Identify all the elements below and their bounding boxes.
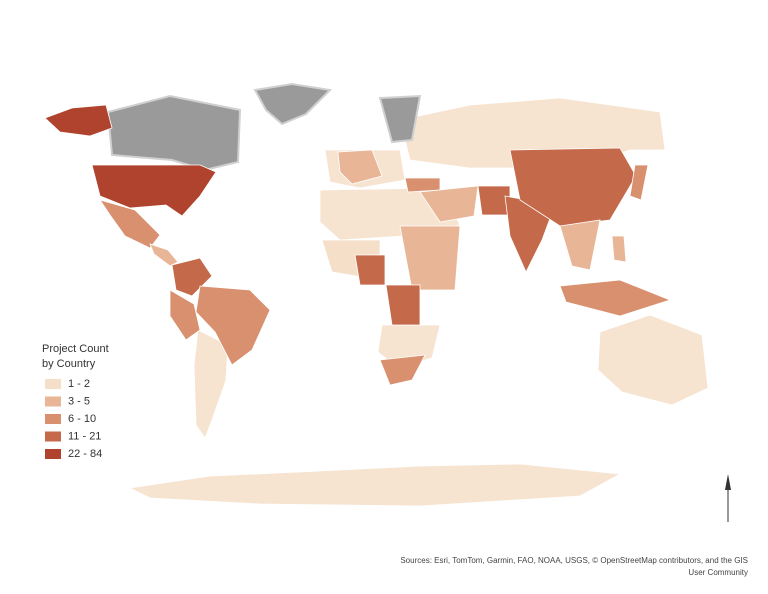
china [509,147,637,227]
no-data-areas [106,82,422,172]
middle-east [419,185,479,223]
brazil [195,285,271,366]
classified-countries [44,104,672,386]
legend-label: 22 - 84 [68,448,102,460]
southeast-asia [559,219,601,271]
legend-swatch [45,449,61,459]
legend-swatch [45,431,61,442]
central-america [149,243,179,267]
legend-label: 11 - 21 [68,430,101,442]
philippines [611,235,627,263]
landmass [128,97,709,507]
turkey [404,177,441,193]
drc [385,284,421,326]
greenland [253,82,333,126]
legend-title: by Country [42,358,96,370]
mexico [99,199,161,249]
antarctica [128,463,622,507]
credits: Sources: Esri, TomTom, Garmin, FAO, NOAA… [400,556,748,577]
indonesia [559,279,672,317]
alaska [44,104,113,137]
australia [597,314,709,406]
canada [106,94,242,172]
legend-swatch [45,414,61,424]
north-arrow [725,474,731,522]
usa [91,164,217,217]
legend: Project Count by Country 1 - 2 3 - 5 6 - 1… [42,343,109,460]
japan [629,164,649,201]
legend-swatch [45,379,61,389]
scandinavia [378,94,422,144]
legend-swatch [45,396,61,407]
north-arrow-head [725,474,731,490]
peru [169,289,201,341]
legend-label: 3 - 5 [68,395,90,407]
south-africa [379,354,426,386]
legend-title: Project Count [42,343,109,355]
east-africa [399,225,461,291]
western-europe [337,149,383,185]
nigeria [354,254,386,286]
legend-label: 1 - 2 [68,378,90,390]
legend-label: 6 - 10 [68,413,96,425]
